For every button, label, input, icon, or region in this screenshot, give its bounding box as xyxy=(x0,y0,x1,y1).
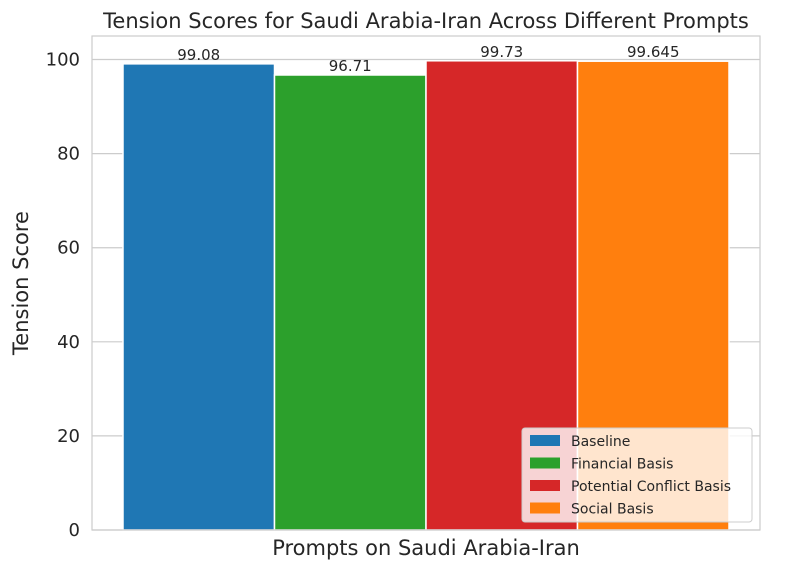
bar-labels: 99.08 96.71 99.73 99.645 xyxy=(177,43,679,75)
legend-entry: Financial Basis xyxy=(571,457,673,473)
y-tick-label: 40 xyxy=(57,332,80,353)
y-tick-label: 80 xyxy=(57,144,80,165)
bar-value-label: 96.71 xyxy=(329,57,372,75)
legend-entry: Social Basis xyxy=(571,502,654,518)
bar-value-label: 99.73 xyxy=(480,43,523,61)
legend: Baseline Financial Basis Potential Conflic… xyxy=(521,427,753,523)
y-ticks: 0 20 40 60 80 100 xyxy=(46,50,80,541)
y-tick-label: 100 xyxy=(46,50,80,71)
legend-box xyxy=(521,427,753,523)
legend-swatch xyxy=(530,457,560,469)
legend-entry: Baseline xyxy=(571,434,630,450)
legend-swatch xyxy=(530,502,560,514)
y-tick-label: 60 xyxy=(57,238,80,259)
bar-value-label: 99.645 xyxy=(627,43,680,61)
y-tick-label: 20 xyxy=(57,426,80,447)
y-tick-label: 0 xyxy=(69,520,80,541)
legend-swatch xyxy=(530,435,560,446)
plot-frame xyxy=(91,35,761,531)
legend-entry: Potential Conflict Basis xyxy=(571,479,731,495)
bar-financial-basis xyxy=(273,74,427,531)
bar-value-label: 99.08 xyxy=(177,46,220,64)
legend-swatch xyxy=(530,480,560,491)
chart-title: Tension Scores for Saudi Arabia-Iran Acr… xyxy=(102,9,749,33)
bar-baseline xyxy=(122,63,276,531)
x-axis-label: Prompts on Saudi Arabia-Iran xyxy=(272,536,580,560)
y-axis-label: Tension Score xyxy=(9,211,33,356)
